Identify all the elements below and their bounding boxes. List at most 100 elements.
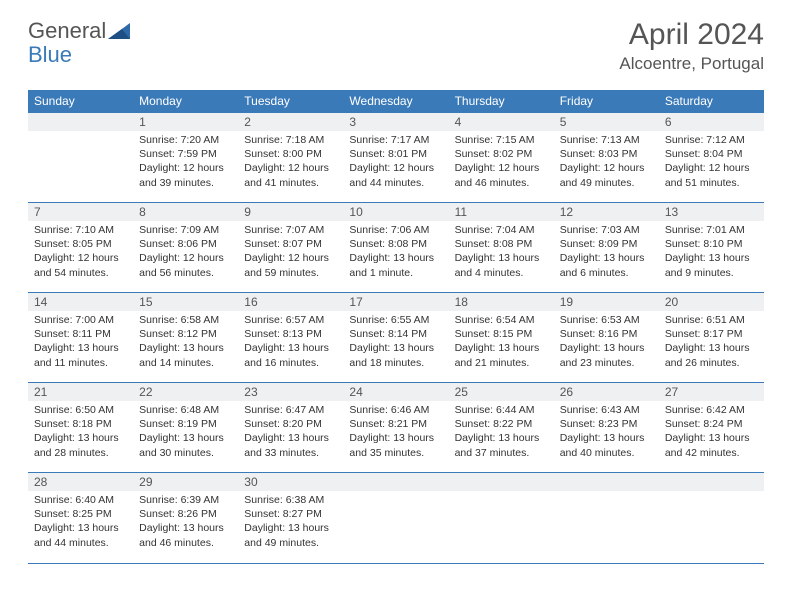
day-details: Sunrise: 6:57 AMSunset: 8:13 PMDaylight:…: [238, 311, 343, 374]
day-details: Sunrise: 6:54 AMSunset: 8:15 PMDaylight:…: [449, 311, 554, 374]
day-details: Sunrise: 7:06 AMSunset: 8:08 PMDaylight:…: [343, 221, 448, 284]
day-details: Sunrise: 6:43 AMSunset: 8:23 PMDaylight:…: [554, 401, 659, 464]
sunset-text: Sunset: 8:08 PM: [349, 237, 442, 251]
calendar-week-row: 14Sunrise: 7:00 AMSunset: 8:11 PMDayligh…: [28, 293, 764, 383]
day-number: 5: [554, 113, 659, 131]
sunset-text: Sunset: 8:18 PM: [34, 417, 127, 431]
day-number: 18: [449, 293, 554, 311]
sunset-text: Sunset: 8:19 PM: [139, 417, 232, 431]
day-number: 12: [554, 203, 659, 221]
daylight-text: Daylight: 12 hours and 56 minutes.: [139, 251, 232, 279]
calendar-day-cell: [449, 473, 554, 563]
sunset-text: Sunset: 8:15 PM: [455, 327, 548, 341]
daylight-text: Daylight: 13 hours and 44 minutes.: [34, 521, 127, 549]
day-number: 17: [343, 293, 448, 311]
daylight-text: Daylight: 13 hours and 9 minutes.: [665, 251, 758, 279]
day-number: 11: [449, 203, 554, 221]
calendar-day-cell: [659, 473, 764, 563]
day-details: Sunrise: 6:38 AMSunset: 8:27 PMDaylight:…: [238, 491, 343, 554]
sunset-text: Sunset: 8:09 PM: [560, 237, 653, 251]
day-number: [449, 473, 554, 491]
sunset-text: Sunset: 8:16 PM: [560, 327, 653, 341]
day-number: 9: [238, 203, 343, 221]
calendar-day-cell: 10Sunrise: 7:06 AMSunset: 8:08 PMDayligh…: [343, 203, 448, 293]
day-details: Sunrise: 7:17 AMSunset: 8:01 PMDaylight:…: [343, 131, 448, 194]
day-number: 23: [238, 383, 343, 401]
daylight-text: Daylight: 13 hours and 30 minutes.: [139, 431, 232, 459]
day-number: 1: [133, 113, 238, 131]
day-number: 7: [28, 203, 133, 221]
day-number: 24: [343, 383, 448, 401]
sunset-text: Sunset: 8:27 PM: [244, 507, 337, 521]
sunrise-text: Sunrise: 6:43 AM: [560, 403, 653, 417]
day-details: Sunrise: 6:46 AMSunset: 8:21 PMDaylight:…: [343, 401, 448, 464]
calendar-day-cell: 26Sunrise: 6:43 AMSunset: 8:23 PMDayligh…: [554, 383, 659, 473]
sunrise-text: Sunrise: 6:55 AM: [349, 313, 442, 327]
day-number: 25: [449, 383, 554, 401]
day-number: 20: [659, 293, 764, 311]
sunset-text: Sunset: 8:02 PM: [455, 147, 548, 161]
calendar-day-cell: 25Sunrise: 6:44 AMSunset: 8:22 PMDayligh…: [449, 383, 554, 473]
daylight-text: Daylight: 13 hours and 26 minutes.: [665, 341, 758, 369]
sunset-text: Sunset: 8:20 PM: [244, 417, 337, 431]
sunset-text: Sunset: 8:05 PM: [34, 237, 127, 251]
logo-word-general: General: [28, 18, 106, 44]
calendar-day-cell: 29Sunrise: 6:39 AMSunset: 8:26 PMDayligh…: [133, 473, 238, 563]
calendar-day-cell: 4Sunrise: 7:15 AMSunset: 8:02 PMDaylight…: [449, 113, 554, 203]
sunrise-text: Sunrise: 7:03 AM: [560, 223, 653, 237]
sunrise-text: Sunrise: 6:42 AM: [665, 403, 758, 417]
month-title: April 2024: [619, 18, 764, 52]
sunrise-text: Sunrise: 7:07 AM: [244, 223, 337, 237]
sunset-text: Sunset: 7:59 PM: [139, 147, 232, 161]
sunset-text: Sunset: 8:08 PM: [455, 237, 548, 251]
day-details: Sunrise: 6:51 AMSunset: 8:17 PMDaylight:…: [659, 311, 764, 374]
calendar-day-cell: 2Sunrise: 7:18 AMSunset: 8:00 PMDaylight…: [238, 113, 343, 203]
day-number: 28: [28, 473, 133, 491]
day-number: 13: [659, 203, 764, 221]
calendar-day-cell: 23Sunrise: 6:47 AMSunset: 8:20 PMDayligh…: [238, 383, 343, 473]
weekday-header: Friday: [554, 90, 659, 113]
daylight-text: Daylight: 12 hours and 41 minutes.: [244, 161, 337, 189]
header: General April 2024 Alcoentre, Portugal: [28, 18, 764, 74]
sunrise-text: Sunrise: 7:00 AM: [34, 313, 127, 327]
location-label: Alcoentre, Portugal: [619, 54, 764, 74]
daylight-text: Daylight: 13 hours and 11 minutes.: [34, 341, 127, 369]
sunrise-text: Sunrise: 7:13 AM: [560, 133, 653, 147]
day-number: 29: [133, 473, 238, 491]
sunrise-text: Sunrise: 6:40 AM: [34, 493, 127, 507]
weekday-header: Saturday: [659, 90, 764, 113]
day-number: 6: [659, 113, 764, 131]
daylight-text: Daylight: 13 hours and 21 minutes.: [455, 341, 548, 369]
calendar-day-cell: 17Sunrise: 6:55 AMSunset: 8:14 PMDayligh…: [343, 293, 448, 383]
sunrise-text: Sunrise: 7:06 AM: [349, 223, 442, 237]
sunrise-text: Sunrise: 6:50 AM: [34, 403, 127, 417]
day-number: 27: [659, 383, 764, 401]
sunrise-text: Sunrise: 7:15 AM: [455, 133, 548, 147]
daylight-text: Daylight: 13 hours and 33 minutes.: [244, 431, 337, 459]
calendar-day-cell: 27Sunrise: 6:42 AMSunset: 8:24 PMDayligh…: [659, 383, 764, 473]
day-number: [28, 113, 133, 131]
daylight-text: Daylight: 12 hours and 49 minutes.: [560, 161, 653, 189]
calendar-day-cell: 22Sunrise: 6:48 AMSunset: 8:19 PMDayligh…: [133, 383, 238, 473]
sunrise-text: Sunrise: 6:58 AM: [139, 313, 232, 327]
day-number: 16: [238, 293, 343, 311]
sunrise-text: Sunrise: 6:39 AM: [139, 493, 232, 507]
daylight-text: Daylight: 13 hours and 46 minutes.: [139, 521, 232, 549]
day-details: Sunrise: 6:58 AMSunset: 8:12 PMDaylight:…: [133, 311, 238, 374]
sunrise-text: Sunrise: 6:44 AM: [455, 403, 548, 417]
sunrise-text: Sunrise: 6:57 AM: [244, 313, 337, 327]
calendar-day-cell: 1Sunrise: 7:20 AMSunset: 7:59 PMDaylight…: [133, 113, 238, 203]
logo-triangle-icon: [108, 23, 130, 39]
day-number: 21: [28, 383, 133, 401]
sunset-text: Sunset: 8:03 PM: [560, 147, 653, 161]
daylight-text: Daylight: 12 hours and 46 minutes.: [455, 161, 548, 189]
daylight-text: Daylight: 13 hours and 40 minutes.: [560, 431, 653, 459]
sunset-text: Sunset: 8:01 PM: [349, 147, 442, 161]
calendar-day-cell: 3Sunrise: 7:17 AMSunset: 8:01 PMDaylight…: [343, 113, 448, 203]
logo-word-blue: Blue: [28, 42, 72, 68]
calendar-week-row: 21 Sunrise: 6:50 AMSunset: 8:18 PM Dayligh…: [28, 383, 764, 473]
day-number: 19: [554, 293, 659, 311]
sunrise-text: Sunrise: 7:18 AM: [244, 133, 337, 147]
calendar-day-cell: [28, 113, 133, 203]
calendar-day-cell: 16Sunrise: 6:57 AMSunset: 8:13 PMDayligh…: [238, 293, 343, 383]
